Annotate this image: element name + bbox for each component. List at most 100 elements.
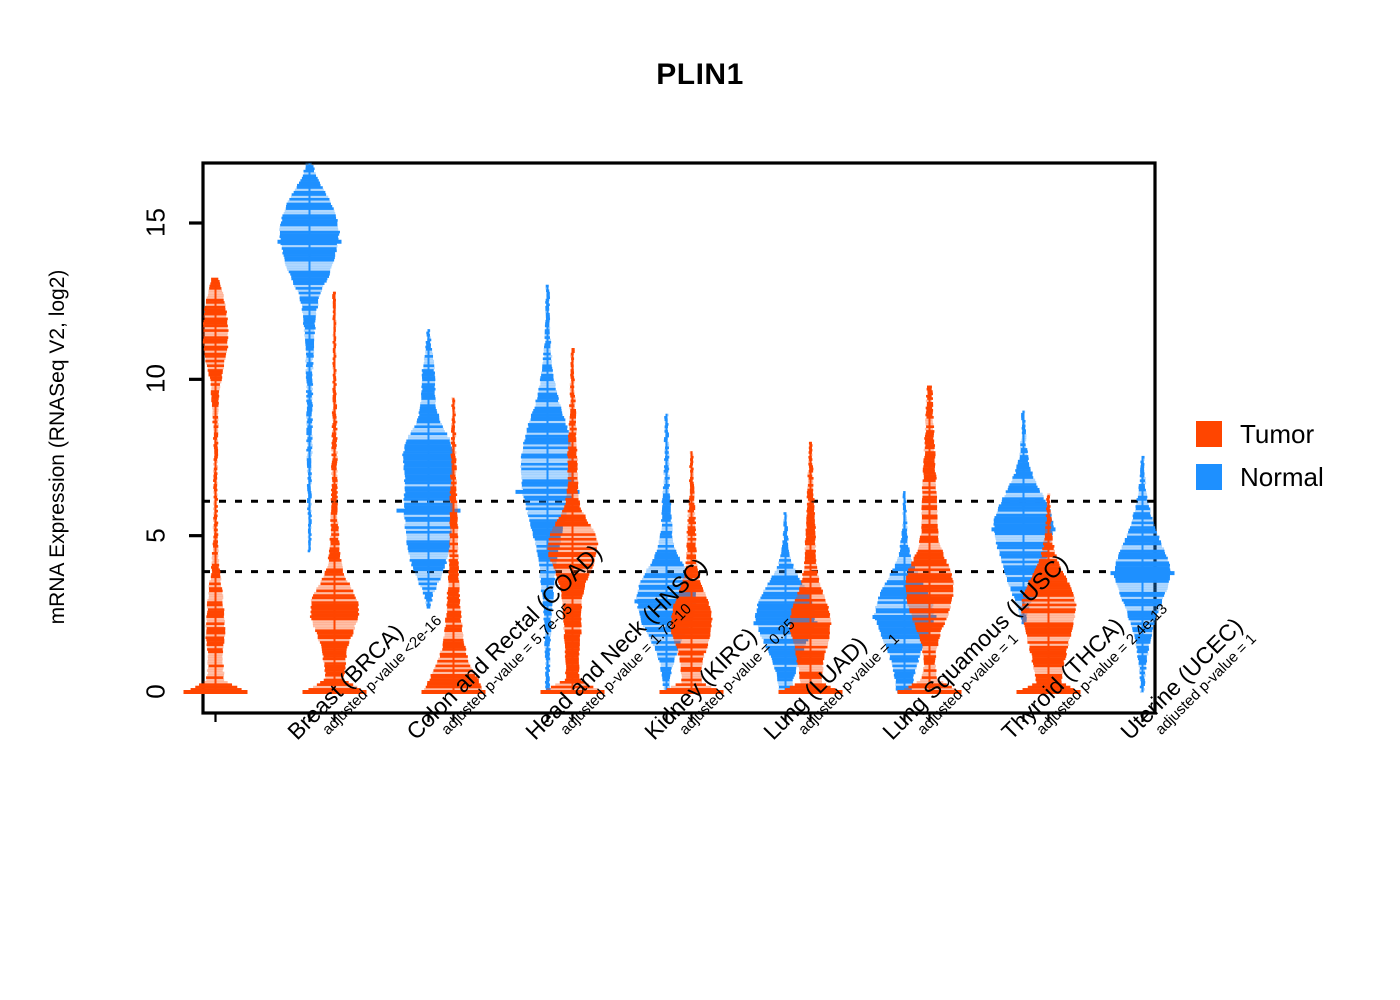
violin-row <box>660 664 673 668</box>
violin-row <box>448 549 458 553</box>
violin-row <box>902 505 906 508</box>
violin-row <box>332 366 336 370</box>
violin-row <box>636 596 697 600</box>
violin-row <box>306 373 313 377</box>
violin-row <box>1119 589 1167 593</box>
violin-row <box>426 333 430 337</box>
violin-row <box>1001 502 1048 505</box>
violin-row <box>1047 505 1051 508</box>
violin-row <box>799 584 821 588</box>
violin-row <box>331 441 337 445</box>
violin-row <box>1020 450 1028 454</box>
violin-row <box>206 364 225 368</box>
violin-row <box>806 519 815 522</box>
violin-row <box>637 591 696 595</box>
violin-row <box>1140 678 1145 682</box>
violin-row <box>570 380 575 384</box>
violin-row <box>331 533 340 536</box>
violin-row <box>452 434 457 438</box>
violin-row <box>1029 645 1068 649</box>
violin-row <box>681 582 701 586</box>
violin-row <box>1041 554 1057 557</box>
violin-row <box>545 301 549 304</box>
violin-row <box>421 380 436 384</box>
violin-row <box>207 294 224 297</box>
violin-row <box>452 399 456 403</box>
violin-row <box>557 580 587 583</box>
violin-row <box>1127 613 1158 616</box>
violin-row <box>544 333 550 337</box>
violin-row <box>902 507 907 511</box>
violin-row <box>688 516 696 520</box>
violin-row <box>333 376 337 379</box>
violin-row <box>280 242 337 246</box>
violin-row <box>299 298 319 302</box>
violin-row <box>330 540 340 543</box>
violin-row <box>551 561 595 565</box>
violin-row <box>544 629 552 633</box>
violin-row <box>909 610 949 614</box>
violin-row <box>672 634 711 637</box>
violin-row <box>808 455 812 459</box>
violin-row <box>560 587 585 590</box>
violin-row <box>404 516 453 520</box>
violin-row <box>284 258 335 262</box>
violin-row <box>537 397 559 400</box>
violin-row <box>306 411 312 414</box>
violin-row <box>671 624 712 628</box>
violin-row <box>542 362 552 365</box>
violin-row <box>425 685 482 689</box>
violin-row <box>662 502 672 506</box>
violin-row <box>543 348 551 351</box>
violin-row <box>303 172 316 175</box>
violin-row <box>307 486 311 489</box>
violin-row <box>544 324 550 328</box>
violin-row <box>661 523 673 527</box>
violin-row <box>434 666 472 670</box>
violin-row <box>902 535 908 539</box>
violin-row <box>332 364 336 368</box>
violin-row <box>545 648 551 651</box>
violin-row <box>318 584 351 588</box>
violin-row <box>893 666 917 670</box>
violin-row <box>567 484 579 487</box>
violin-row <box>1132 629 1153 633</box>
violin-row <box>1128 617 1156 621</box>
violin-row <box>879 629 930 633</box>
violin-row <box>902 528 908 532</box>
violin-row <box>792 605 829 609</box>
violin-row <box>781 552 790 555</box>
violin-row <box>305 390 312 393</box>
violin-row <box>994 534 1053 538</box>
violin-row <box>1046 495 1050 499</box>
violin-row <box>661 519 671 522</box>
violin-row <box>770 655 802 658</box>
violin-row <box>207 662 223 665</box>
violin-row <box>916 552 944 555</box>
violin-row <box>638 608 696 611</box>
violin-row <box>451 465 457 468</box>
violin-row <box>308 688 361 691</box>
violin-row <box>1140 477 1146 480</box>
violin-row <box>998 504 1048 507</box>
violin-row <box>284 256 335 260</box>
violin-row <box>925 399 932 403</box>
violin-row <box>563 620 581 623</box>
violin-row <box>333 406 337 410</box>
violin-row <box>1021 417 1025 421</box>
violin-row <box>544 624 552 628</box>
violin-row <box>784 514 788 518</box>
violin-row <box>651 561 683 565</box>
violin-row <box>328 554 341 557</box>
violin-row <box>204 352 227 356</box>
violin-row <box>205 301 225 304</box>
violin-row <box>543 598 554 602</box>
violin-row <box>571 348 575 351</box>
violin-row <box>315 627 356 630</box>
violin-row <box>640 580 692 583</box>
violin-row <box>1140 460 1144 464</box>
violin-row <box>206 627 226 630</box>
violin-row <box>672 610 712 614</box>
violin-row <box>1033 664 1064 668</box>
violin-row <box>548 540 598 543</box>
